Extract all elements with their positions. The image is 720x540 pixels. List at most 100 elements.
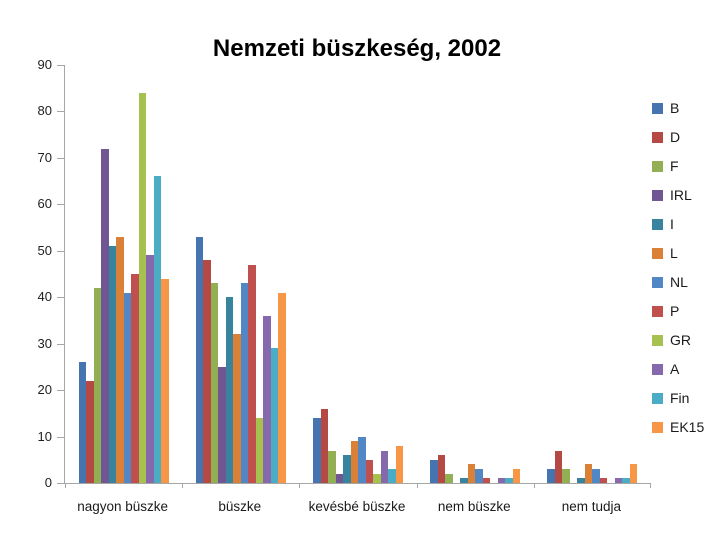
bar-group-1 bbox=[65, 65, 182, 483]
bar-Fin-5 bbox=[622, 478, 630, 483]
bar-B-3 bbox=[313, 417, 321, 483]
bar-I-4 bbox=[460, 478, 468, 483]
x-tick-mark bbox=[299, 483, 301, 488]
y-tick-label: 40 bbox=[37, 289, 52, 305]
bar-A-2 bbox=[263, 315, 271, 483]
bar-A-4 bbox=[497, 478, 506, 483]
bar-A-3 bbox=[380, 450, 388, 483]
bar-I-3 bbox=[343, 455, 351, 483]
y-tick-mark bbox=[57, 297, 64, 299]
y-tick-label: 80 bbox=[37, 103, 52, 119]
x-label-4: nem büszke bbox=[437, 499, 511, 514]
bar-F-1 bbox=[93, 287, 102, 483]
y-tick-mark bbox=[57, 65, 64, 66]
bar-NL-2 bbox=[240, 283, 249, 483]
x-tick-mark bbox=[416, 483, 418, 488]
bar-L-1 bbox=[116, 236, 124, 483]
legend-item-B: B bbox=[652, 101, 704, 115]
y-tick-label: 60 bbox=[37, 196, 52, 212]
bar-D-2 bbox=[203, 260, 211, 483]
bar-EK15-4 bbox=[512, 469, 521, 483]
legend-swatch-P bbox=[652, 305, 663, 317]
x-label-1: nagyon büszke bbox=[77, 499, 169, 514]
legend-item-NL: NL bbox=[652, 275, 704, 289]
bar-D-1 bbox=[86, 380, 94, 483]
legend-swatch-IRL bbox=[652, 189, 663, 201]
bar-F-4 bbox=[445, 473, 453, 483]
bar-Fin-1 bbox=[153, 176, 162, 483]
bar-IRL-3 bbox=[335, 473, 343, 483]
bar-F-3 bbox=[328, 450, 336, 483]
legend-item-A: A bbox=[652, 362, 704, 376]
bar-P-2 bbox=[248, 264, 256, 483]
x-tick-mark bbox=[650, 483, 651, 488]
legend-label: P bbox=[670, 303, 680, 319]
legend-swatch-D bbox=[652, 131, 663, 143]
bar-L-2 bbox=[233, 334, 241, 483]
bar-P-5 bbox=[599, 478, 608, 483]
bar-IRL-2 bbox=[218, 366, 226, 483]
legend-item-Fin: Fin bbox=[652, 391, 704, 405]
y-tick-label: 10 bbox=[37, 428, 52, 444]
y-tick-mark bbox=[57, 343, 64, 345]
y-tick-label: 70 bbox=[37, 149, 52, 165]
bar-NL-1 bbox=[123, 292, 132, 483]
bar-EK15-2 bbox=[278, 292, 286, 483]
bar-P-4 bbox=[482, 478, 491, 483]
legend-swatch-Fin bbox=[652, 392, 663, 404]
legend-label: F bbox=[670, 158, 679, 174]
legend-item-I: I bbox=[652, 217, 704, 231]
bar-EK15-5 bbox=[629, 464, 638, 483]
bar-groups bbox=[65, 65, 651, 483]
bar-group-2 bbox=[182, 65, 299, 483]
bar-group-5 bbox=[534, 65, 651, 483]
bar-L-4 bbox=[467, 464, 476, 483]
legend-item-IRL: IRL bbox=[652, 188, 704, 202]
legend-label: IRL bbox=[670, 187, 692, 203]
y-tick-mark bbox=[57, 250, 64, 252]
bar-P-1 bbox=[131, 274, 139, 483]
legend-label: L bbox=[670, 245, 678, 261]
bar-A-1 bbox=[146, 255, 154, 483]
bar-NL-3 bbox=[358, 436, 366, 483]
bar-B-2 bbox=[195, 236, 204, 483]
bar-L-5 bbox=[584, 464, 593, 483]
x-tick-mark bbox=[65, 483, 66, 488]
bar-B-5 bbox=[547, 469, 555, 483]
y-tick-mark bbox=[57, 390, 64, 392]
bar-I-5 bbox=[577, 478, 585, 483]
bar-D-3 bbox=[320, 408, 328, 483]
y-tick-mark bbox=[57, 483, 64, 484]
legend-item-F: F bbox=[652, 159, 704, 173]
bar-GR-1 bbox=[138, 92, 147, 483]
bar-Fin-2 bbox=[270, 348, 279, 483]
legend-item-EK15: EK15 bbox=[652, 420, 704, 434]
x-label-5: nem tudja bbox=[561, 499, 622, 514]
legend-label: GR bbox=[670, 332, 691, 348]
bar-F-2 bbox=[210, 283, 219, 483]
bar-Fin-4 bbox=[505, 478, 513, 483]
legend-label: B bbox=[670, 100, 680, 116]
bar-P-3 bbox=[365, 459, 373, 483]
y-tick-mark bbox=[57, 204, 64, 206]
bar-IRL-1 bbox=[101, 148, 109, 483]
plot-area bbox=[64, 65, 651, 488]
bar-I-2 bbox=[225, 297, 234, 483]
legend-swatch-A bbox=[652, 363, 663, 375]
bar-group-4 bbox=[417, 65, 534, 483]
y-tick-label: 90 bbox=[37, 57, 52, 72]
bar-NL-5 bbox=[592, 469, 600, 483]
bar-group-3 bbox=[299, 65, 416, 483]
bar-L-3 bbox=[350, 441, 358, 483]
legend-label: Fin bbox=[670, 390, 690, 406]
bar-B-1 bbox=[78, 362, 87, 483]
bar-GR-2 bbox=[255, 417, 264, 483]
legend-swatch-GR bbox=[652, 334, 663, 346]
x-label-2: büszke bbox=[218, 499, 262, 514]
bar-D-4 bbox=[437, 455, 446, 483]
y-tick-label: 0 bbox=[44, 475, 52, 490]
x-tick-mark bbox=[533, 483, 535, 488]
legend-item-L: L bbox=[652, 246, 704, 260]
chart-title: Nemzeti büszkeség, 2002 bbox=[212, 35, 502, 62]
legend-label: D bbox=[670, 129, 681, 145]
